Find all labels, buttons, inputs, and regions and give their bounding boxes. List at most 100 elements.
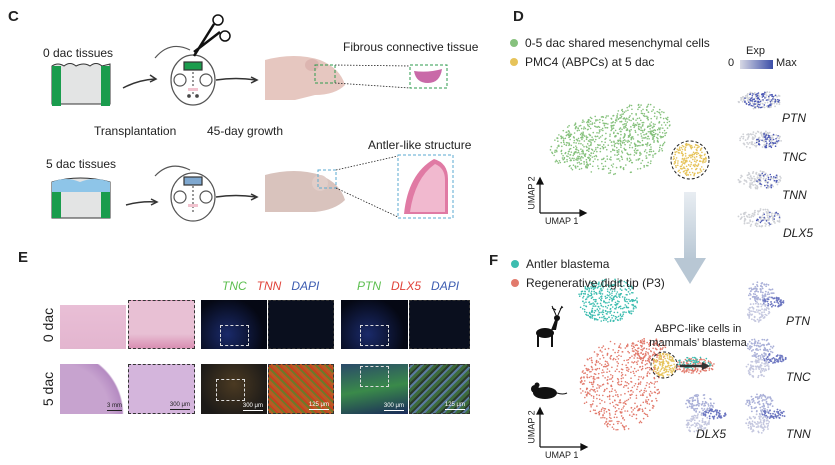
gene-umap-expr-point	[771, 93, 773, 96]
gene-umap-point	[712, 402, 715, 405]
umap-point	[637, 369, 639, 372]
umap-point	[633, 384, 636, 387]
umap-point	[614, 172, 617, 175]
umap-point	[607, 408, 610, 411]
umap-point	[628, 357, 631, 359]
umap-point	[621, 307, 624, 310]
umap-point	[619, 117, 621, 119]
umap-point	[650, 146, 652, 148]
gene-umap-point	[757, 320, 760, 323]
umap-point	[643, 133, 645, 136]
if-tnc-tnn-0dac	[201, 300, 267, 349]
umap-point	[586, 373, 589, 376]
umap-point	[594, 138, 597, 141]
scale-bar: 125 μm	[444, 402, 465, 410]
umap-point	[611, 166, 614, 168]
umap-point	[583, 376, 585, 378]
gene-umap-point	[758, 136, 761, 139]
umap-point	[576, 159, 579, 161]
gene-umap-point	[759, 309, 762, 312]
gene-umap-point	[773, 301, 776, 304]
gene-umap-point	[687, 401, 690, 403]
umap-point	[580, 292, 583, 295]
gene-umap-point	[752, 415, 755, 418]
umap-point	[617, 306, 620, 309]
umap-point	[630, 136, 633, 139]
gene-umap-expr-point	[761, 172, 764, 175]
umap-point	[696, 165, 699, 168]
gene-umap-point	[754, 96, 757, 98]
umap-point	[697, 163, 700, 165]
umap-point	[656, 128, 659, 131]
gene-umap-point	[755, 184, 758, 187]
umap-point	[681, 148, 684, 151]
if-tnc-tnn-zoom-0dac	[268, 300, 334, 349]
umap-point	[620, 315, 623, 318]
umap-point	[653, 377, 656, 380]
umap-point	[634, 131, 637, 134]
umap-point	[620, 355, 622, 358]
gene-umap-point	[694, 425, 697, 428]
gene-umap-point	[771, 100, 774, 103]
umap-point	[569, 138, 571, 141]
gene-umap-point	[701, 417, 704, 420]
gene-umap-point	[772, 412, 774, 415]
umap-point	[559, 161, 562, 164]
umap-point	[691, 167, 693, 170]
umap-point	[632, 307, 635, 309]
if-ptn-dlx5-0dac	[341, 300, 408, 349]
umap-point	[621, 424, 624, 427]
umap-point	[705, 156, 707, 159]
gene-umap-point	[762, 295, 764, 297]
umap-point	[583, 140, 586, 142]
gene-umap-point	[761, 287, 764, 290]
umap-point	[627, 291, 630, 293]
umap-point	[602, 374, 604, 377]
gene-umap-point	[747, 176, 749, 179]
umap-point	[628, 160, 631, 163]
gene-umap-point	[706, 408, 709, 410]
gene-umap-point	[747, 426, 750, 429]
umap-point	[652, 131, 655, 134]
gene-umap-point	[703, 402, 706, 405]
gene-umap-point	[753, 344, 756, 347]
gene-umap-point	[697, 404, 700, 407]
gene-umap-point	[761, 214, 764, 217]
gene-umap-expr-point	[775, 211, 778, 214]
umap-point	[612, 405, 615, 407]
gene-umap-point	[760, 305, 763, 308]
umap-point	[637, 103, 640, 106]
umap-point	[620, 371, 623, 374]
gene-umap-point	[750, 405, 753, 408]
umap-point	[635, 370, 638, 373]
gene-umap-point	[766, 397, 769, 399]
gene-umap-point	[743, 222, 746, 225]
umap-point	[628, 130, 631, 133]
gene-umap-point	[773, 358, 776, 360]
gene-umap-point	[777, 412, 780, 415]
umap-point	[583, 380, 586, 382]
gene-umap-point	[777, 360, 780, 363]
gene-umap-point	[768, 224, 771, 227]
umap-point	[612, 132, 615, 135]
umap-point	[606, 288, 609, 290]
umap-point	[579, 388, 582, 390]
umap-point	[681, 157, 684, 160]
umap-point	[691, 155, 694, 158]
umap-point	[607, 376, 609, 378]
gene-umap-point	[686, 406, 689, 409]
gene-umap-point	[769, 402, 772, 405]
legend-item-shared-mesenchymal: 0-5 dac shared mesenchymal cells	[510, 36, 710, 50]
roi-box	[360, 325, 389, 346]
umap-point	[684, 146, 687, 149]
umap-point	[614, 301, 617, 304]
umap-point	[673, 155, 675, 158]
umap-point	[659, 348, 662, 351]
umap-point	[679, 362, 681, 364]
umap-point	[689, 165, 692, 168]
umap-point	[578, 125, 581, 127]
umap-point	[629, 300, 631, 302]
umap-point	[629, 133, 631, 135]
umap-point	[608, 390, 611, 393]
stain-legend-2: PTN DLX5 DAPI	[357, 279, 459, 293]
